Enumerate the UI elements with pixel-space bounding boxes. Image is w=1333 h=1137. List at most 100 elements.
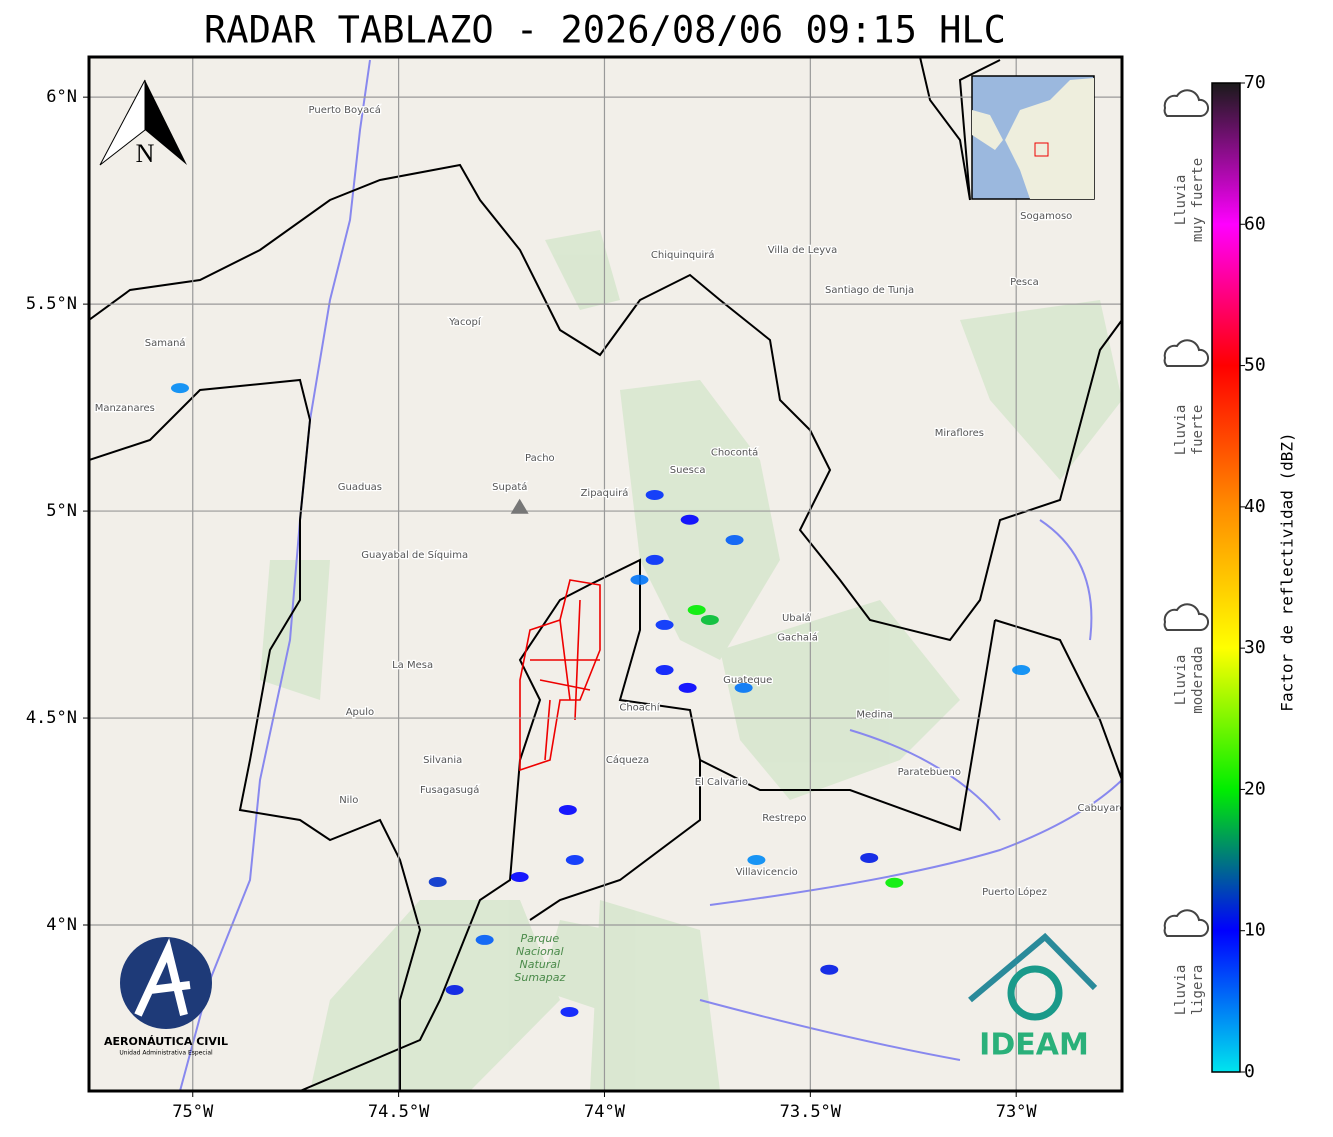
rain-label: Lluvia [1173,175,1189,226]
place-label: Guaduas [338,482,382,493]
rain-icon [1163,89,1210,117]
echo [700,614,719,625]
place-label: Choachí [619,702,660,714]
radar-site [510,498,529,514]
echo [558,804,577,815]
echo [747,855,766,866]
place-label: Puerto López [982,886,1047,898]
place-label: Pacho [525,453,555,464]
x-tick-label: 74°W [584,1102,626,1122]
title: RADAR TABLAZO - 2026/08/06 09:15 HLC [204,9,1006,52]
echo [687,605,706,616]
place-label: Fusagasugá [420,784,479,796]
north-label: N [136,139,155,168]
x-tick-label: 74.5°W [368,1102,430,1122]
echo [445,985,464,996]
place-label: Villa de Leyva [768,245,837,256]
place-label: Apulo [346,707,374,718]
place-label: Medina [856,710,892,721]
park-label: Parque Nacional Natural Sumapaz [514,932,565,984]
echo [1012,665,1031,676]
place-label: Restrepo [762,813,806,824]
echo [678,682,697,693]
place-label: Guayabal de Síquima [361,549,468,561]
echo [885,877,904,888]
rain-label: ligera [1190,965,1206,1016]
y-tick-label: 4°N [46,915,77,935]
place-label: Cáqueza [606,754,649,766]
aerocivil-logo: AERONÁUTICA CIVIL Unidad Administrativa … [104,937,228,1057]
place-label: Gachalá [777,632,818,644]
rain-label: moderada [1190,646,1206,713]
park-label-line: Parque [521,932,560,945]
echo [510,871,529,882]
echo [645,489,664,500]
park-label-line: Sumapaz [514,971,565,984]
places: Villavicencio Zipaquirá Sogamoso Villa de L… [93,103,1125,984]
place-label: Sogamoso [1020,211,1072,222]
place-label: Zipaquirá [581,487,629,499]
colorbar-tick-label: 0 [1244,1061,1255,1082]
colorbar-tick-label: 70 [1244,72,1266,93]
echo [734,682,753,693]
rain-icon [1163,603,1210,631]
echo [725,535,744,546]
place-label: Miraflores [935,428,984,439]
place-label: Yacopí [448,316,482,328]
place-label: Samaná [145,337,186,349]
place-label: Guateque [723,675,772,686]
boundaries [89,57,1122,1091]
place-label: Paratebueno [898,767,961,778]
colorbar-tick-label: 50 [1244,355,1266,376]
axes: 75°W 74.5°W 74°W 73.5°W 73°W 4°N 4.5°N 5°N 5.5°N… [26,87,1038,1122]
map-area: Villavicencio Zipaquirá Sogamoso Villa de L… [89,57,1125,1091]
place-label: Cabuyaro [1077,803,1125,814]
place-label: Chocontá [711,447,758,459]
place-label: Supatá [492,481,527,493]
rain-label: Lluvia [1173,405,1189,456]
place-label: Villavicencio [736,867,798,878]
x-tick-label: 75°W [172,1102,214,1122]
echo [428,876,447,887]
y-tick-label: 6°N [46,87,77,107]
rain-icon [1163,339,1210,367]
logo-subtext: Unidad Administrativa Especial [119,1050,213,1057]
colorbar-tick-label: 40 [1244,496,1266,517]
place-label: Ubalá [782,612,811,624]
echo [565,855,584,866]
inset-map [971,75,1095,200]
echo [560,1006,579,1017]
echo [645,554,664,565]
echo [820,964,839,975]
ideam-text: IDEAM [979,1028,1089,1063]
y-tick-label: 5°N [46,501,77,521]
place-label: Silvania [423,755,462,766]
colorbar-tick-label: 20 [1244,778,1266,799]
grid [89,57,1122,1091]
place-label: Pesca [1010,277,1039,288]
rain-label: Lluvia [1173,965,1189,1016]
place-label: El Calvario [695,777,748,788]
place-label: Puerto Boyacá [309,104,381,116]
rain-label: muy fuerte [1190,158,1206,242]
terrain [260,230,1122,1091]
echo [680,514,699,525]
echo [170,383,189,394]
park-label-line: Nacional [516,945,564,958]
colorbar-tick-label: 30 [1244,637,1266,658]
colorbar-tick-label: 60 [1244,213,1266,234]
x-tick-label: 73.5°W [780,1102,842,1122]
colorbar-label: Factor de reflectividad (dBZ) [1278,432,1297,711]
place-label: Manzanares [95,403,155,414]
place-label: Suesca [670,465,706,476]
place-label: Santiago de Tunja [825,285,914,296]
place-label: La Mesa [392,660,433,671]
colorbar [1211,82,1241,1073]
place-label: Chiquinquirá [651,249,715,261]
echo [655,619,674,630]
x-tick-label: 73°W [996,1102,1038,1122]
rain-label: fuerte [1190,405,1206,456]
y-tick-label: 5.5°N [26,294,77,314]
bogota-districts [519,579,601,772]
